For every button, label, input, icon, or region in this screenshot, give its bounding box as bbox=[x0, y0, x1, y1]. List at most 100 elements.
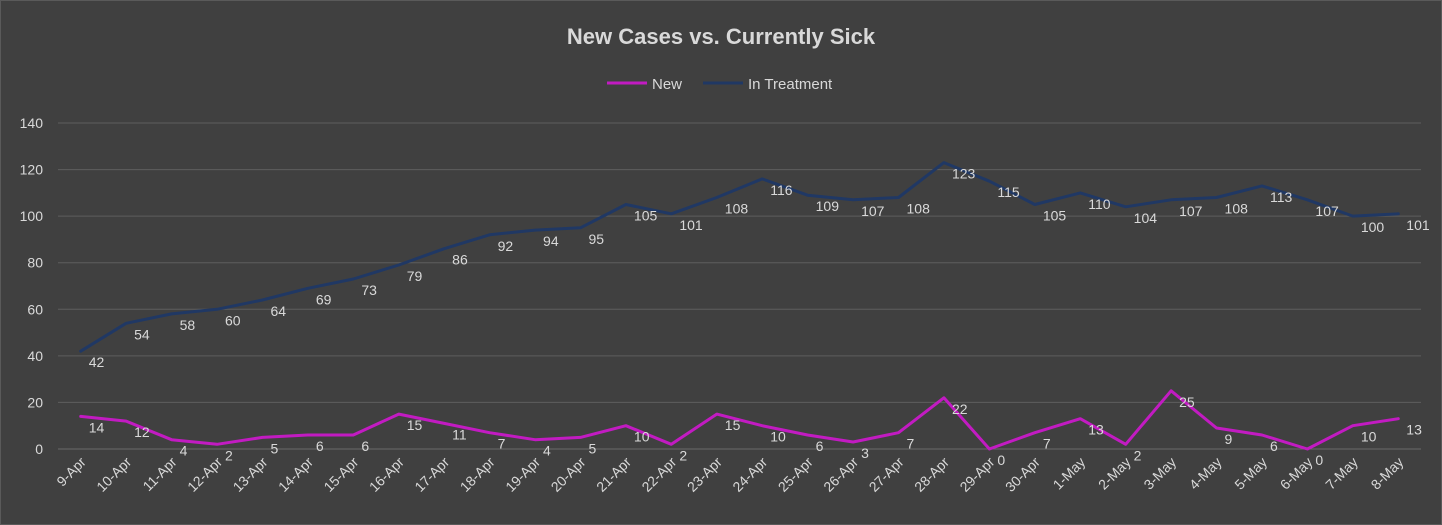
data-label-new-6-may: 0 bbox=[1315, 452, 1323, 468]
data-label-new-16-apr: 15 bbox=[407, 417, 423, 433]
series-line-in-treatment bbox=[79, 161, 1400, 353]
data-label-new-20-apr: 5 bbox=[588, 440, 596, 456]
data-label-in-treatment-18-apr: 92 bbox=[498, 238, 514, 254]
data-label-new-12-apr: 2 bbox=[225, 447, 233, 463]
data-label-new-3-may: 25 bbox=[1179, 394, 1195, 410]
data-label-in-treatment-29-apr: 115 bbox=[997, 184, 1020, 200]
data-label-in-treatment-16-apr: 79 bbox=[407, 268, 423, 284]
x-tick-label-17-apr: 17-Apr bbox=[411, 454, 452, 495]
x-tick-label-21-apr: 21-Apr bbox=[593, 454, 634, 495]
x-tick-label-1-may: 1-May bbox=[1050, 454, 1089, 493]
data-label-in-treatment-24-apr: 116 bbox=[770, 182, 793, 198]
x-tick-label-19-apr: 19-Apr bbox=[502, 454, 543, 495]
x-tick-label-7-may: 7-May bbox=[1322, 454, 1361, 493]
data-label-new-15-apr: 6 bbox=[361, 438, 369, 454]
data-label-in-treatment-21-apr: 105 bbox=[634, 208, 658, 224]
data-label-in-treatment-20-apr: 95 bbox=[588, 231, 604, 247]
y-tick-label-80: 80 bbox=[27, 255, 43, 271]
x-tick-label-15-apr: 15-Apr bbox=[320, 454, 361, 495]
data-label-in-treatment-25-apr: 109 bbox=[816, 198, 840, 214]
data-label-in-treatment-6-may: 107 bbox=[1315, 203, 1339, 219]
data-label-in-treatment-3-may: 107 bbox=[1179, 203, 1203, 219]
legend-label-new: New bbox=[652, 76, 682, 93]
x-tick-label-2-may: 2-May bbox=[1095, 454, 1134, 493]
data-label-new-29-apr: 0 bbox=[997, 452, 1005, 468]
data-label-new-14-apr: 6 bbox=[316, 438, 324, 454]
data-label-new-30-apr: 7 bbox=[1043, 436, 1051, 452]
data-label-in-treatment-17-apr: 86 bbox=[452, 252, 468, 268]
legend: New In Treatment bbox=[607, 76, 833, 93]
data-label-new-13-apr: 5 bbox=[270, 440, 278, 456]
x-tick-label-9-apr: 9-Apr bbox=[53, 454, 89, 490]
data-label-in-treatment-14-apr: 69 bbox=[316, 291, 332, 307]
data-label-new-21-apr: 10 bbox=[634, 429, 650, 445]
data-label-in-treatment-7-may: 100 bbox=[1361, 219, 1385, 235]
data-label-in-treatment-30-apr: 105 bbox=[1043, 208, 1067, 224]
data-label-in-treatment-28-apr: 123 bbox=[952, 166, 976, 182]
x-tick-label-20-apr: 20-Apr bbox=[548, 454, 589, 495]
data-label-in-treatment-10-apr: 54 bbox=[134, 326, 150, 342]
data-label-in-treatment-22-apr: 101 bbox=[679, 217, 703, 233]
data-label-new-2-may: 2 bbox=[1134, 447, 1142, 463]
x-tick-label-27-apr: 27-Apr bbox=[866, 454, 907, 495]
y-tick-label-60: 60 bbox=[27, 301, 43, 317]
y-tick-label-40: 40 bbox=[27, 348, 43, 364]
data-label-in-treatment-8-may: 101 bbox=[1406, 217, 1430, 233]
x-tick-label-13-apr: 13-Apr bbox=[230, 454, 271, 495]
series bbox=[79, 161, 1400, 451]
data-label-new-19-apr: 4 bbox=[543, 443, 551, 459]
data-label-new-4-may: 9 bbox=[1225, 431, 1233, 447]
x-tick-label-18-apr: 18-Apr bbox=[457, 454, 498, 495]
data-label-new-7-may: 10 bbox=[1361, 429, 1377, 445]
data-label-new-17-apr: 11 bbox=[452, 426, 467, 442]
x-tick-label-26-apr: 26-Apr bbox=[820, 454, 861, 495]
x-tick-label-30-apr: 30-Apr bbox=[1002, 454, 1043, 495]
data-label-new-9-apr: 14 bbox=[89, 419, 105, 435]
data-label-in-treatment-5-may: 113 bbox=[1270, 189, 1293, 205]
data-label-new-24-apr: 10 bbox=[770, 429, 786, 445]
x-tick-label-12-apr: 12-Apr bbox=[184, 454, 225, 495]
data-label-in-treatment-19-apr: 94 bbox=[543, 233, 559, 249]
x-tick-label-24-apr: 24-Apr bbox=[729, 454, 770, 495]
legend-item-in-treatment[interactable]: In Treatment bbox=[703, 76, 833, 93]
data-label-in-treatment-12-apr: 60 bbox=[225, 312, 241, 328]
x-tick-label-5-may: 5-May bbox=[1231, 454, 1270, 493]
data-label-new-26-apr: 3 bbox=[861, 445, 869, 461]
data-label-in-treatment-9-apr: 42 bbox=[89, 354, 105, 370]
series-line-new bbox=[79, 389, 1400, 451]
legend-item-new[interactable]: New bbox=[607, 76, 682, 93]
x-tick-label-28-apr: 28-Apr bbox=[911, 454, 952, 495]
x-tick-label-22-apr: 22-Apr bbox=[638, 454, 679, 495]
y-tick-label-0: 0 bbox=[35, 441, 43, 457]
data-label-in-treatment-13-apr: 64 bbox=[270, 303, 286, 319]
data-label-in-treatment-2-may: 104 bbox=[1134, 210, 1158, 226]
y-tick-label-100: 100 bbox=[20, 208, 44, 224]
data-label-new-22-apr: 2 bbox=[679, 447, 687, 463]
data-label-in-treatment-1-may: 110 bbox=[1088, 196, 1111, 212]
chart-title: New Cases vs. Currently Sick bbox=[567, 24, 876, 49]
data-label-new-28-apr: 22 bbox=[952, 401, 968, 417]
y-tick-label-120: 120 bbox=[20, 162, 44, 178]
x-tick-label-14-apr: 14-Apr bbox=[275, 454, 316, 495]
data-label-new-23-apr: 15 bbox=[725, 417, 741, 433]
data-label-in-treatment-26-apr: 107 bbox=[861, 203, 885, 219]
data-label-new-8-may: 13 bbox=[1406, 422, 1422, 438]
data-label-new-11-apr: 4 bbox=[180, 443, 188, 459]
data-label-in-treatment-4-may: 108 bbox=[1225, 201, 1249, 217]
x-tick-label-8-may: 8-May bbox=[1368, 454, 1407, 493]
x-tick-label-23-apr: 23-Apr bbox=[684, 454, 725, 495]
legend-label-in-treatment: In Treatment bbox=[748, 76, 833, 93]
y-tick-label-20: 20 bbox=[27, 394, 43, 410]
y-tick-label-140: 140 bbox=[20, 115, 44, 131]
x-axis: 9-Apr 10-Apr 11-Apr 12-Apr 13-Apr 14-Apr 15-Ap… bbox=[53, 454, 1406, 495]
data-label-in-treatment-23-apr: 108 bbox=[725, 201, 749, 217]
x-tick-label-10-apr: 10-Apr bbox=[93, 454, 134, 495]
data-label-new-27-apr: 7 bbox=[907, 436, 915, 452]
data-label-new-10-apr: 12 bbox=[134, 424, 150, 440]
x-tick-label-29-apr: 29-Apr bbox=[956, 454, 997, 495]
data-label-in-treatment-27-apr: 108 bbox=[907, 201, 931, 217]
y-axis: 0 20 40 60 80 100 120 140 bbox=[20, 115, 44, 457]
